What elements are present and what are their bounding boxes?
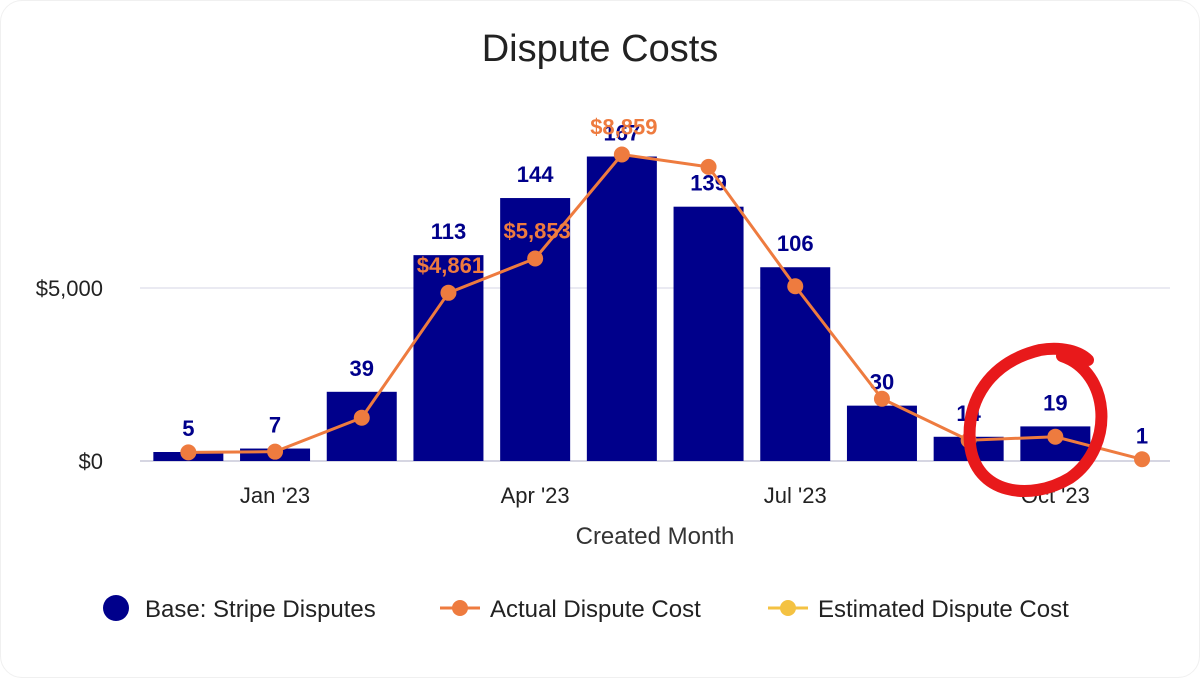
actual-cost-polyline [188, 152, 1143, 461]
bar-count-label: 144 [517, 162, 554, 187]
cost-value-label: $8,859 [590, 114, 657, 139]
bar[interactable] [500, 198, 571, 462]
legend-marker-actual [452, 600, 468, 616]
bar-count-label: 19 [1043, 390, 1067, 415]
actual-cost-point[interactable] [180, 444, 197, 461]
legend-label-disputes: Base: Stripe Disputes [145, 596, 376, 623]
actual-cost-point[interactable] [700, 158, 717, 175]
bar[interactable] [586, 156, 657, 461]
highlight-circle [963, 342, 1108, 497]
x-tick-label: Jul '23 [764, 483, 827, 508]
actual-cost-point[interactable] [1047, 428, 1064, 445]
actual-cost-point[interactable] [440, 284, 457, 301]
annotation [963, 342, 1108, 497]
legend-marker-disputes [103, 595, 129, 621]
actual-cost-point[interactable] [267, 443, 284, 460]
bar-count-label: 7 [269, 413, 281, 438]
bar-count-label: 5 [182, 416, 194, 441]
legend-label-estimated: Estimated Dispute Cost [818, 596, 1069, 623]
bar-count-label: 1 [1136, 423, 1148, 448]
bar[interactable] [760, 267, 831, 461]
bar-count-label: 113 [431, 219, 467, 244]
actual-cost-point[interactable] [527, 250, 544, 267]
actual-cost-point[interactable] [613, 146, 630, 163]
legend-marker-estimated [780, 600, 796, 616]
actual-cost-point[interactable] [1134, 451, 1151, 468]
cost-value-label: $5,853 [504, 218, 571, 243]
cost-value-label: $4,861 [417, 253, 484, 278]
bar-count-label: 106 [777, 231, 814, 256]
bar[interactable] [846, 405, 917, 461]
bar[interactable] [673, 206, 744, 461]
cost-value-labels: $4,861 $5,853 $8,859 [417, 114, 658, 277]
x-tick-label: Apr '23 [501, 483, 570, 508]
bars [153, 156, 1091, 462]
y-tick-label: $5,000 [36, 276, 103, 301]
x-axis-title: Created Month [576, 523, 735, 550]
legend-label-actual: Actual Dispute Cost [490, 596, 701, 623]
actual-cost-line [180, 146, 1151, 468]
actual-cost-point[interactable] [787, 278, 804, 295]
chart-title: Dispute Costs [481, 28, 719, 70]
legend: Base: Stripe Disputes Actual Dispute Cost… [103, 595, 1069, 623]
bar-count-label: 167 [603, 121, 640, 146]
bar-count-label: 39 [350, 356, 374, 381]
actual-cost-point[interactable] [353, 409, 370, 426]
y-tick-label: $0 [79, 449, 103, 474]
x-tick-label: Jan '23 [240, 483, 310, 508]
actual-cost-point[interactable] [873, 390, 890, 407]
